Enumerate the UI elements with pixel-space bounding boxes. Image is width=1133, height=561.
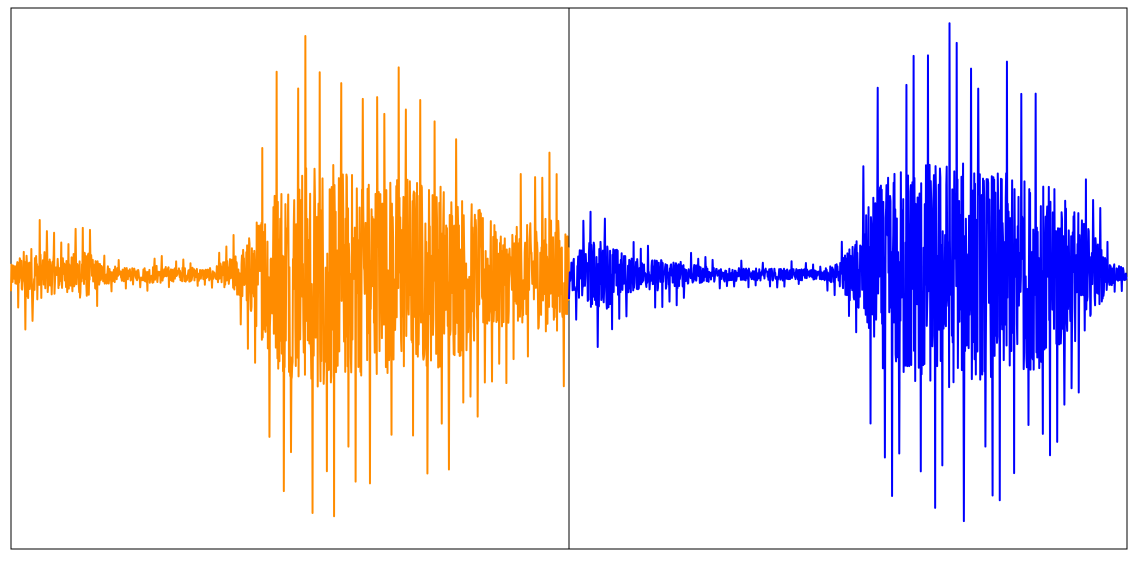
left-waveform-series <box>10 34 570 518</box>
right-waveform-series <box>568 22 1128 523</box>
right-waveform-line <box>568 22 1128 523</box>
left-waveform-line <box>10 34 570 518</box>
